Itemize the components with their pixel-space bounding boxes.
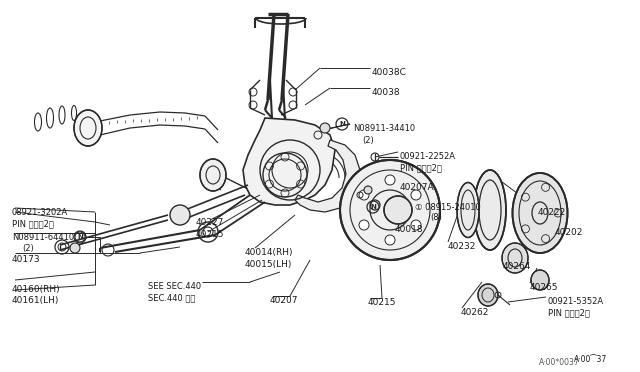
Ellipse shape (384, 196, 412, 224)
Text: N08911-34410: N08911-34410 (353, 124, 415, 133)
Text: 40014(RH): 40014(RH) (245, 248, 294, 257)
Text: 40207A: 40207A (400, 183, 435, 192)
Circle shape (411, 190, 421, 200)
Text: 00921-5352A: 00921-5352A (548, 297, 604, 306)
Text: 40215: 40215 (196, 230, 225, 239)
Text: 40207: 40207 (270, 296, 298, 305)
Text: N: N (77, 234, 83, 240)
Circle shape (359, 220, 369, 230)
Text: 40227: 40227 (196, 218, 225, 227)
Ellipse shape (474, 170, 506, 250)
Text: 40038: 40038 (372, 88, 401, 97)
Text: 40222: 40222 (538, 208, 566, 217)
Text: 40015(LH): 40015(LH) (245, 260, 292, 269)
Ellipse shape (200, 159, 226, 191)
Text: 40232: 40232 (448, 242, 476, 251)
Text: N: N (339, 121, 345, 127)
Ellipse shape (457, 183, 479, 237)
Circle shape (70, 243, 80, 253)
Text: SEE SEC.440: SEE SEC.440 (148, 282, 201, 291)
Ellipse shape (340, 160, 440, 260)
Text: N: N (370, 204, 376, 210)
Text: 40018: 40018 (395, 225, 424, 234)
Text: (2): (2) (362, 136, 374, 145)
Text: 00921-2252A: 00921-2252A (400, 152, 456, 161)
Ellipse shape (502, 243, 528, 273)
Circle shape (170, 205, 190, 225)
Text: PIN ピン（2）: PIN ピン（2） (12, 219, 54, 228)
Circle shape (385, 175, 395, 185)
Text: 40173: 40173 (12, 255, 40, 264)
Text: (2): (2) (22, 244, 34, 253)
Text: 40215: 40215 (368, 298, 397, 307)
Text: 40202: 40202 (555, 228, 584, 237)
Text: 40160(RH): 40160(RH) (12, 285, 61, 294)
Circle shape (364, 186, 372, 194)
Text: PIN ピン（2）: PIN ピン（2） (400, 163, 442, 172)
Circle shape (359, 190, 369, 200)
Ellipse shape (531, 270, 549, 290)
Text: 40264: 40264 (503, 262, 531, 271)
Circle shape (385, 235, 395, 245)
Ellipse shape (478, 284, 498, 306)
Text: 08921-3202A: 08921-3202A (12, 208, 68, 217)
Polygon shape (295, 140, 360, 212)
Text: PIN ピン（2）: PIN ピン（2） (548, 308, 590, 317)
Text: A·00⁀37: A·00⁀37 (574, 355, 607, 364)
Ellipse shape (513, 173, 568, 253)
Circle shape (411, 220, 421, 230)
Text: (8): (8) (430, 213, 442, 222)
Text: N08911-64410: N08911-64410 (12, 233, 74, 242)
Ellipse shape (74, 110, 102, 146)
Text: 40265: 40265 (530, 283, 559, 292)
Polygon shape (243, 118, 335, 205)
Text: 40262: 40262 (461, 308, 490, 317)
Text: A·00*0037: A·00*0037 (540, 358, 580, 367)
Text: 40038C: 40038C (372, 68, 407, 77)
Circle shape (320, 123, 330, 133)
Text: SEC.440 参照: SEC.440 参照 (148, 293, 195, 302)
Text: ① 08915-24010: ① 08915-24010 (415, 203, 481, 212)
Text: 40161(LH): 40161(LH) (12, 296, 60, 305)
